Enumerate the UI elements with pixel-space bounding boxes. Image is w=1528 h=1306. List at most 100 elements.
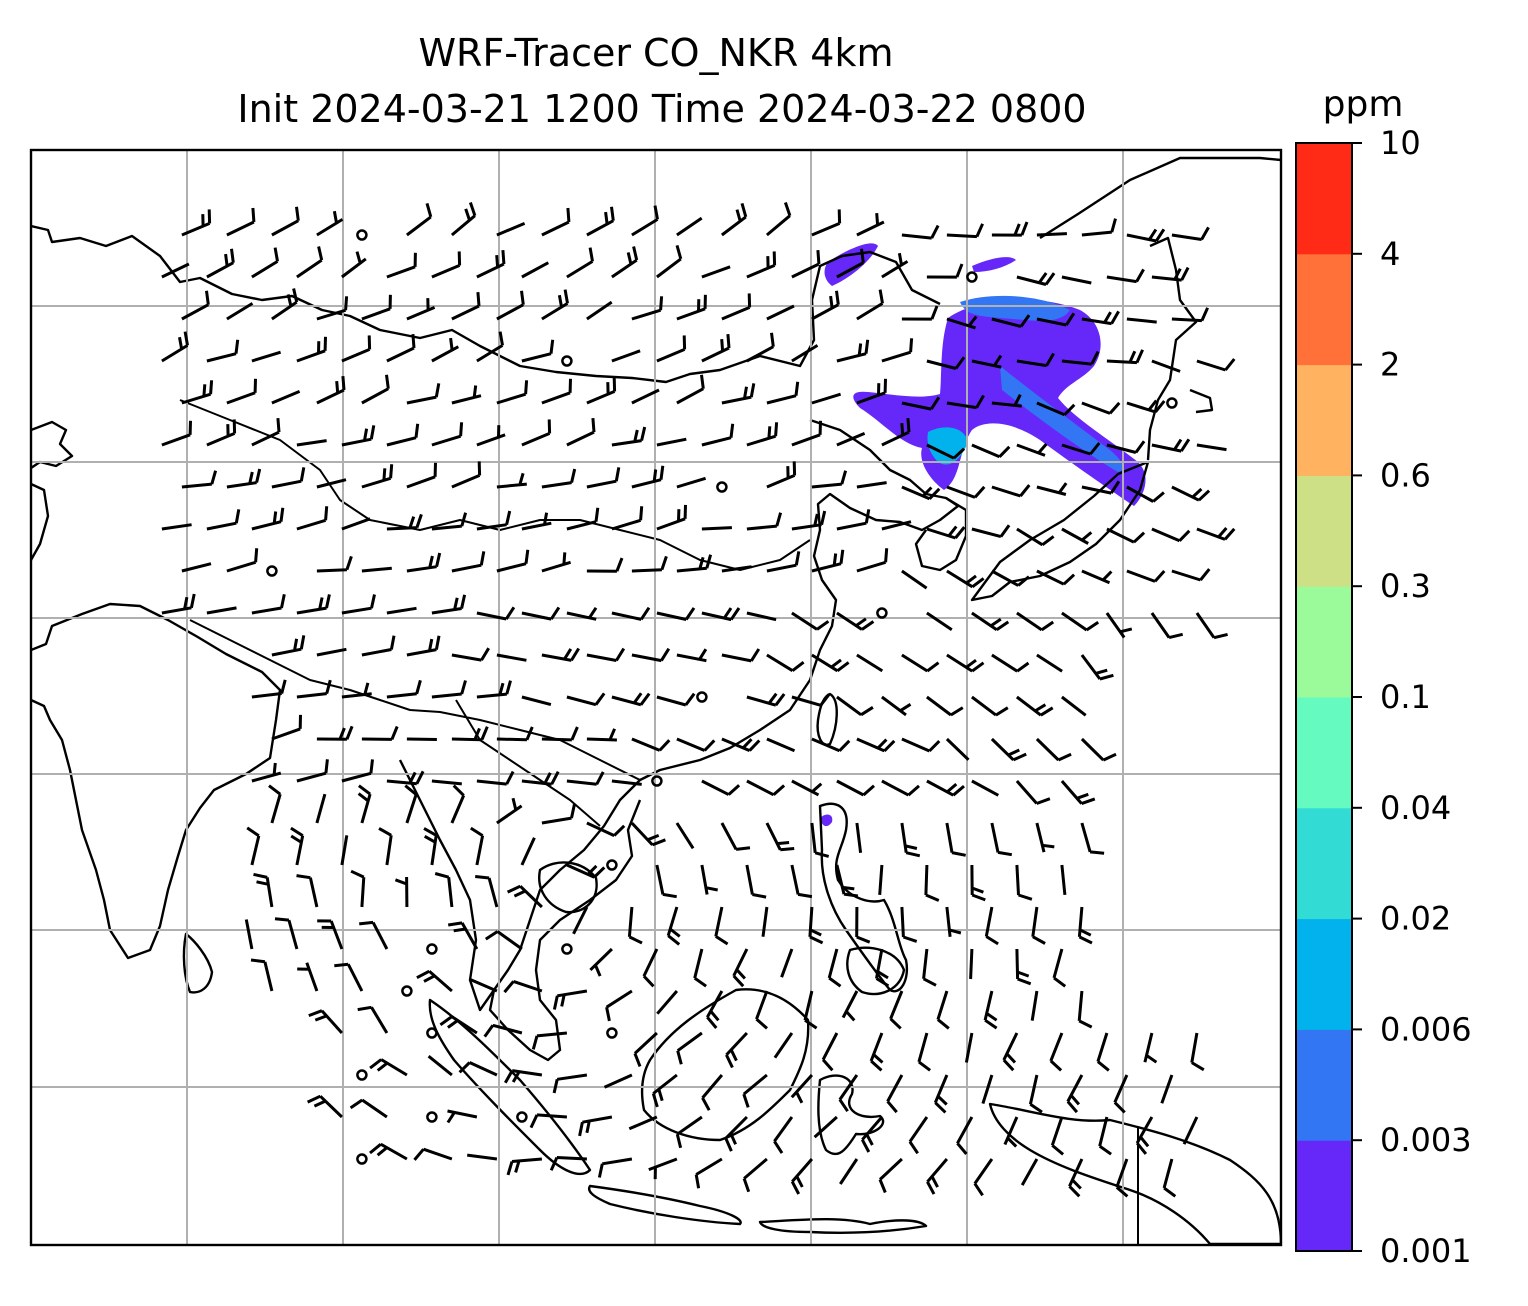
wind-barb [780, 948, 794, 978]
wind-barb [1150, 612, 1184, 640]
wind-barb [839, 1158, 859, 1185]
wind-barb [971, 354, 1003, 369]
wind-barb [1195, 612, 1228, 640]
wind-barb [724, 1115, 748, 1152]
wind-barb [406, 462, 437, 489]
wind-barb [334, 962, 364, 992]
wind-barb [790, 1073, 814, 1104]
wind-barb [361, 635, 396, 657]
wind-barb [926, 1158, 949, 1195]
wind-barb [811, 209, 842, 237]
wind-barb [856, 212, 885, 237]
wind-barb [878, 864, 884, 896]
wind-barb [1126, 569, 1166, 583]
wind-barb [1016, 611, 1055, 632]
wind-barb [766, 461, 797, 489]
wind-barb [1106, 268, 1145, 284]
wind-barb [746, 611, 777, 622]
wind-barb [1061, 527, 1093, 545]
wind-barb [676, 216, 703, 237]
wind-barb [1106, 440, 1146, 454]
wind-barb [439, 1015, 478, 1035]
wind-barb [271, 288, 299, 321]
wind-barb [586, 467, 621, 489]
wind-barb [773, 1116, 794, 1154]
colorbar-segment [1296, 807, 1352, 920]
wind-barb [956, 1116, 974, 1155]
wind-barb [1171, 485, 1211, 502]
wind-barb [1171, 307, 1209, 323]
wind-barb [761, 906, 769, 937]
wind-barb [969, 948, 974, 980]
wind-barb [316, 296, 349, 321]
wind-barb [406, 737, 437, 741]
wind-barb [244, 919, 254, 950]
wind-barb [836, 432, 866, 447]
calm-wind-marker [966, 271, 978, 283]
wind-barb [631, 388, 660, 405]
wind-barb [469, 826, 485, 866]
wind-barb [881, 779, 920, 797]
wind-barb [631, 737, 671, 752]
wind-barb [627, 906, 643, 945]
wind-barb [656, 607, 696, 621]
wind-barb [226, 468, 262, 489]
wind-barb [790, 864, 813, 899]
wind-barb [566, 247, 594, 279]
wind-barb [973, 1158, 994, 1197]
wind-barb [206, 339, 240, 363]
wind-barb [676, 294, 707, 321]
wind-barb [633, 1031, 658, 1067]
wind-barb [296, 439, 327, 447]
wind-barb [836, 339, 870, 363]
wind-barb [1162, 1158, 1177, 1198]
wind-barb [531, 1031, 568, 1050]
wind-barb [316, 478, 347, 489]
wind-barb [566, 771, 605, 786]
calm-wind-marker [426, 1111, 438, 1123]
wind-barb [701, 607, 741, 622]
wind-barb [1182, 1116, 1199, 1145]
colorbar-segment [1296, 364, 1352, 476]
coast-russia-east [1039, 156, 1281, 240]
wind-barb [541, 804, 576, 825]
wind-barb [271, 390, 301, 405]
wind-barb [541, 647, 580, 662]
wind-barb [656, 692, 696, 707]
wind-barb [991, 394, 1022, 408]
wind-barb [922, 948, 937, 987]
wind-barb [821, 1032, 839, 1072]
wind-barb [566, 507, 600, 531]
wind-barb [161, 523, 192, 531]
plume-streak [1000, 366, 1124, 472]
wind-barb [732, 948, 749, 988]
wind-barb [161, 331, 189, 363]
wind-barb [926, 356, 966, 370]
wind-barb [586, 647, 626, 662]
wind-barb [901, 485, 941, 501]
wind-barb [720, 202, 748, 237]
wind-barb [881, 252, 909, 279]
colorbar-segment [1296, 1140, 1352, 1252]
wind-barb [476, 770, 515, 786]
wind-barb [251, 417, 281, 447]
wind-barb [860, 1116, 884, 1153]
wind-barb [1028, 1074, 1043, 1114]
wind-barb [926, 611, 953, 631]
wind-barb [468, 977, 498, 993]
wind-barb [856, 289, 884, 321]
wind-barb [350, 869, 366, 908]
wind-barb [586, 557, 624, 573]
wind-barb [765, 202, 792, 237]
wind-barb [856, 653, 884, 673]
wind-barb [541, 207, 571, 237]
wind-barb [572, 906, 589, 935]
wind-barb [161, 593, 196, 615]
coast-gulf-thailand [538, 861, 598, 914]
wind-barb [855, 822, 863, 853]
wind-barb [811, 470, 848, 489]
wind-barb [226, 302, 254, 321]
wind-barb [855, 906, 871, 944]
wind-barb [406, 635, 441, 657]
wind-barb [1031, 906, 1046, 945]
